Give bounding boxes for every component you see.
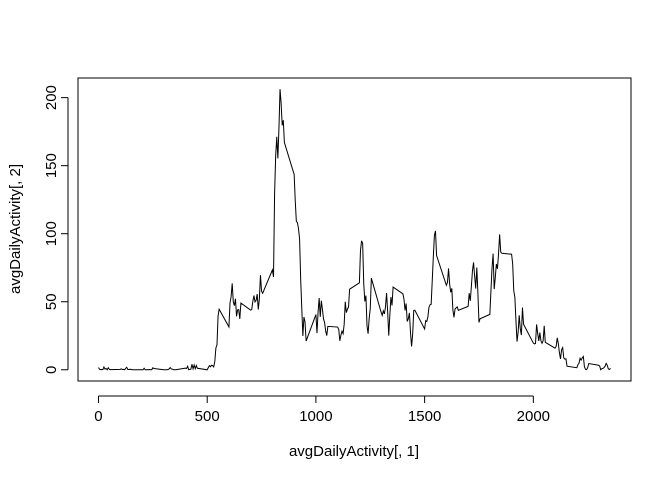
y-tick-label: 0 xyxy=(43,366,60,374)
x-tick-label: 1500 xyxy=(408,408,441,425)
y-tick-label: 150 xyxy=(43,153,60,178)
y-tick-label: 100 xyxy=(43,221,60,246)
y-axis-label: avgDailyActivity[, 2] xyxy=(7,164,24,294)
x-tick-label: 500 xyxy=(195,408,220,425)
x-tick-label: 1000 xyxy=(299,408,332,425)
x-tick-label: 2000 xyxy=(517,408,550,425)
plot-box xyxy=(77,77,632,382)
y-tick-label: 50 xyxy=(43,293,60,310)
x-tick-label: 0 xyxy=(94,408,102,425)
data-line xyxy=(98,89,611,371)
x-axis-label: avgDailyActivity[, 1] xyxy=(289,443,419,460)
y-tick-label: 200 xyxy=(43,85,60,110)
